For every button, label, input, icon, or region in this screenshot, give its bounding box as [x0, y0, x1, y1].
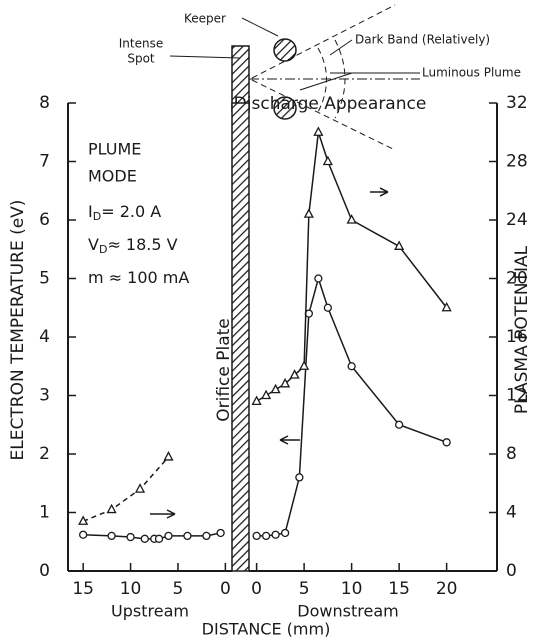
point: [314, 274, 323, 283]
annotation-part: I: [88, 202, 93, 221]
point: [251, 395, 262, 405]
point: [394, 420, 404, 429]
y-tick-label: 8: [39, 93, 50, 113]
x-tick-label: 10: [120, 579, 142, 599]
annotation-part: = 2.0 A: [101, 202, 161, 221]
annotation: VD≈ 18.5 V: [88, 235, 178, 257]
point: [280, 528, 290, 538]
point: [295, 473, 304, 482]
y2-tick-label: 0: [506, 561, 517, 581]
y-axis-label: ELECTRON TEMPERATURE (eV): [8, 200, 28, 461]
point: [299, 360, 310, 370]
x-tick-label: 15: [388, 579, 410, 599]
point: [280, 377, 291, 388]
point: [154, 534, 164, 543]
x-tick-label: 5: [299, 579, 310, 599]
plate-label: Orifice Plate: [214, 318, 234, 422]
point: [289, 369, 300, 379]
point: [261, 389, 272, 400]
diagram-label: Keeper: [184, 12, 226, 26]
x-tick-label: 5: [173, 579, 184, 599]
diagram-label: Intense: [119, 37, 163, 51]
x-tick-label: 15: [72, 579, 94, 599]
annotation-sub: D: [99, 243, 107, 256]
y2-tick-label: 20: [506, 269, 528, 289]
x-axis-label: DISTANCE (mm): [202, 620, 331, 639]
point: [163, 451, 174, 461]
annotation-sub: D: [93, 210, 101, 223]
annotation-part: V: [88, 235, 99, 254]
annotation: MODE: [88, 167, 137, 186]
y-tick-label: 6: [39, 210, 50, 230]
x-tick-label: 10: [341, 579, 363, 599]
point: [79, 530, 88, 539]
point: [164, 531, 173, 541]
annotation-part: ≈ 18.5 V: [107, 235, 177, 254]
annotation-part: m: [88, 268, 104, 287]
point: [271, 530, 280, 539]
point: [261, 531, 271, 541]
y2-tick-label: 16: [506, 327, 528, 347]
y-tick-label: 5: [39, 269, 50, 289]
y-tick-label: 0: [39, 561, 50, 581]
diagram-label: Dark Band (Relatively): [355, 33, 490, 47]
point: [347, 362, 356, 371]
point: [322, 155, 333, 166]
panel-label: Downstream: [297, 602, 398, 621]
annotation: m ≈ 100 mA: [88, 268, 189, 287]
y2-tick-label: 12: [506, 386, 528, 406]
point: [78, 515, 89, 525]
point: [134, 483, 146, 493]
point: [270, 383, 281, 394]
series-line: [82, 456, 170, 522]
point: [216, 528, 225, 538]
y-tick-label: 7: [39, 152, 50, 172]
point: [441, 301, 452, 312]
y2-axis-label: PLASMA POTENTIAL: [512, 245, 532, 414]
series-line: [256, 132, 448, 402]
y-tick-label: 1: [39, 503, 50, 523]
annotation: PLUME: [88, 140, 141, 159]
point: [394, 240, 405, 250]
point: [252, 531, 261, 541]
y-tick-label: 3: [39, 386, 50, 406]
series-line: [256, 275, 447, 537]
x-tick-label: 0: [251, 579, 262, 599]
y-tick-label: 2: [39, 444, 50, 464]
point: [346, 214, 357, 224]
point: [202, 531, 211, 541]
point: [442, 438, 451, 447]
discharge-diagram: [169, 4, 420, 151]
y2-tick-label: 24: [506, 210, 528, 230]
point: [126, 532, 135, 542]
diagram-label: Spot: [127, 52, 155, 66]
annotation-part: ≈ 100 mA: [104, 268, 190, 287]
y2-tick-label: 28: [506, 152, 528, 172]
y-tick-label: 4: [39, 327, 50, 347]
point: [140, 534, 149, 543]
annotation: ID= 2.0 A: [88, 202, 161, 224]
point: [303, 208, 314, 218]
y2-tick-label: 4: [506, 503, 517, 523]
panel-label: Upstream: [111, 602, 189, 621]
point: [107, 531, 116, 541]
x-tick-label: 20: [436, 579, 458, 599]
diagram-label: Luminous Plume: [422, 66, 521, 80]
point: [323, 303, 333, 312]
y2-tick-label: 32: [506, 93, 528, 113]
y2-tick-label: 8: [506, 444, 517, 464]
chart-title: Discharge Appearance: [234, 94, 427, 114]
point: [183, 531, 192, 541]
point: [106, 503, 117, 514]
x-tick-label: 0: [220, 579, 231, 599]
point: [313, 126, 324, 136]
